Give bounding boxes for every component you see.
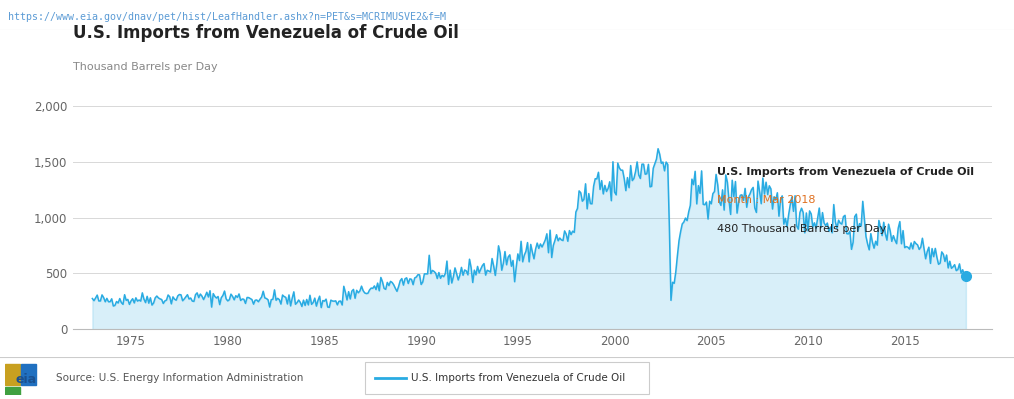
Bar bbox=[5, 364, 20, 385]
Text: https://www.eia.gov/dnav/pet/hist/LeafHandler.ashx?n=PET&s=MCRIMUSVE2&f=M: https://www.eia.gov/dnav/pet/hist/LeafHa… bbox=[8, 12, 446, 22]
Text: U.S. Imports from Venezuela of Crude Oil: U.S. Imports from Venezuela of Crude Oil bbox=[411, 373, 625, 383]
Text: Source: U.S. Energy Information Administration: Source: U.S. Energy Information Administ… bbox=[56, 373, 303, 383]
Text: U.S. Imports from Venezuela of Crude Oil: U.S. Imports from Venezuela of Crude Oil bbox=[717, 167, 974, 177]
Text: 480 Thousand Barrels per Day: 480 Thousand Barrels per Day bbox=[717, 224, 886, 234]
Text: eia: eia bbox=[16, 373, 37, 386]
Text: Month : Mar 2018: Month : Mar 2018 bbox=[717, 196, 815, 205]
Text: U.S. Imports from Venezuela of Crude Oil: U.S. Imports from Venezuela of Crude Oil bbox=[73, 24, 459, 42]
Text: Thousand Barrels per Day: Thousand Barrels per Day bbox=[73, 62, 218, 72]
FancyBboxPatch shape bbox=[365, 362, 649, 394]
Bar bbox=[21, 364, 37, 385]
Bar bbox=[5, 387, 20, 395]
